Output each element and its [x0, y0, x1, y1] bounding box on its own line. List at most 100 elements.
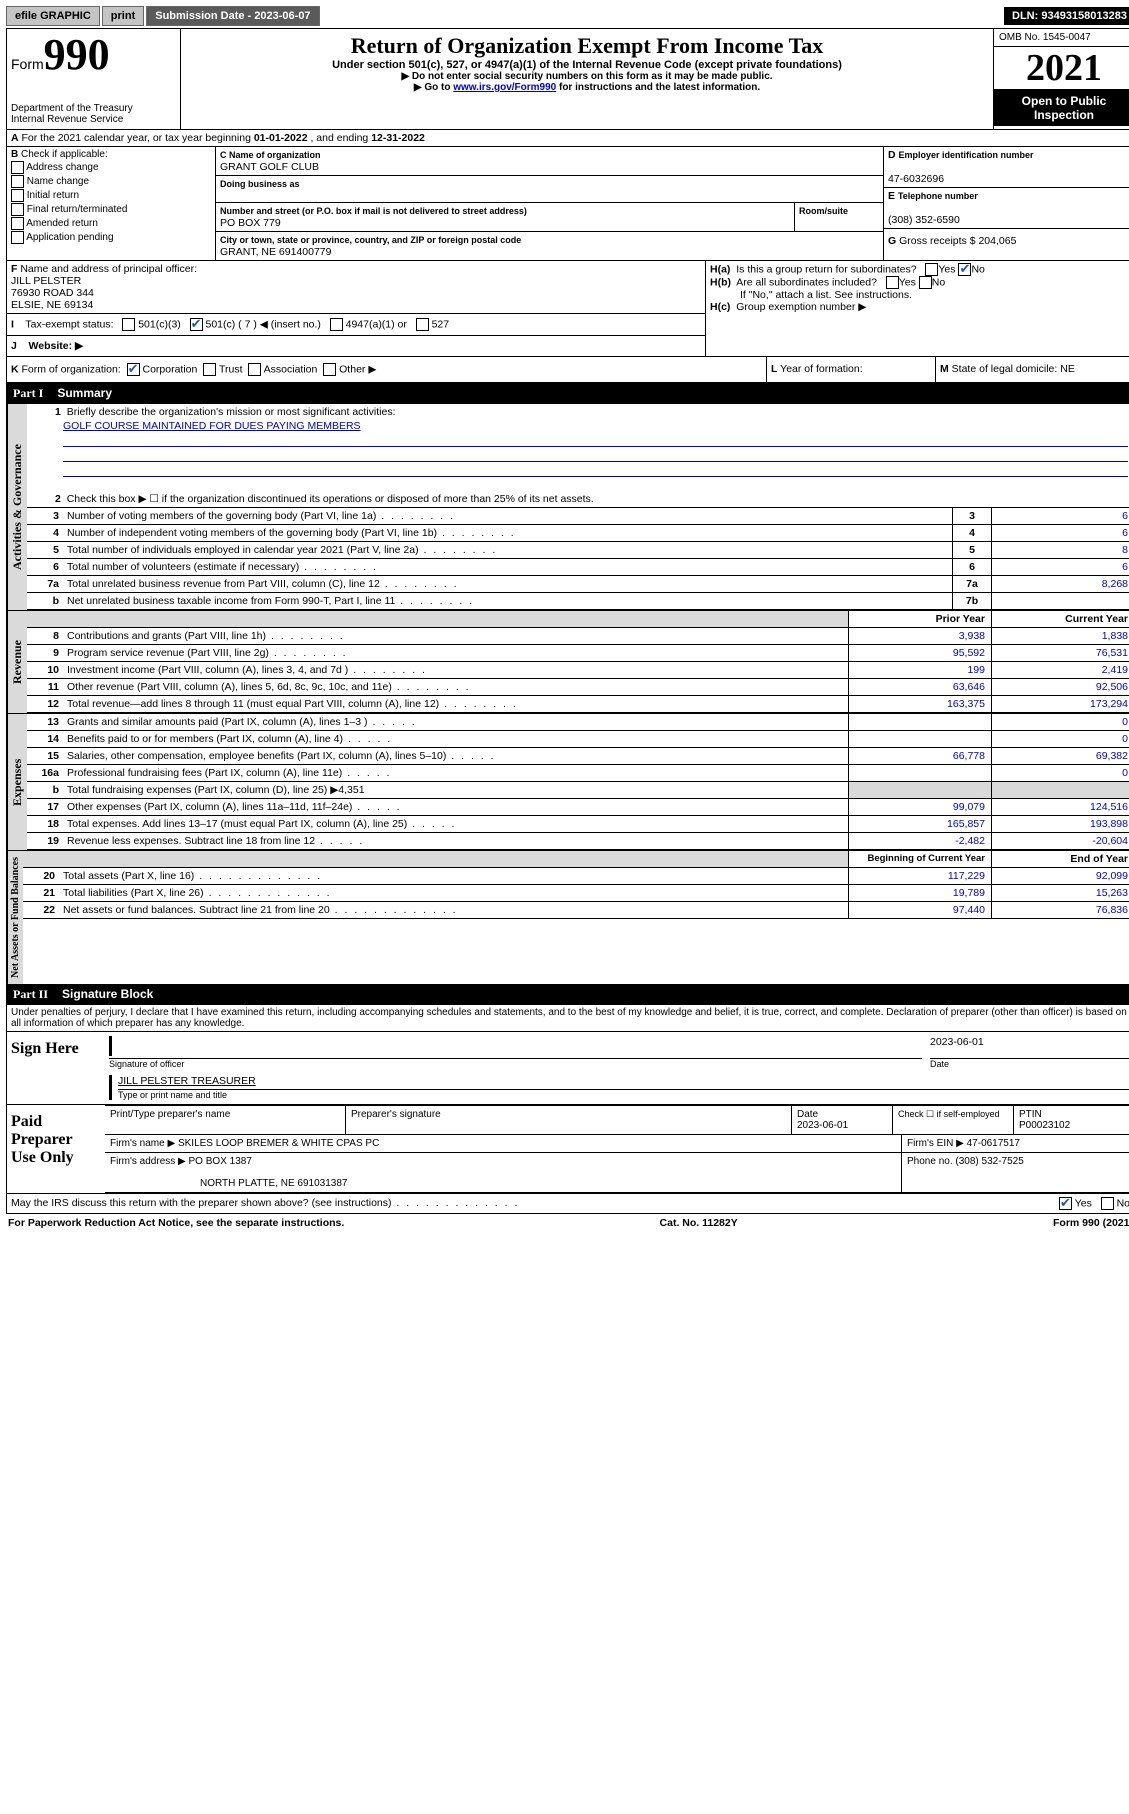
vtab-expenses: Expenses [7, 714, 27, 850]
paid-preparer-block: Paid Preparer Use Only Print/Type prepar… [7, 1105, 1129, 1193]
paid-date: 2023-06-01 [797, 1120, 848, 1131]
top-toolbar: efile GRAPHIC print Submission Date - 20… [6, 6, 1129, 26]
dept-label: Department of the Treasury [11, 103, 176, 114]
check-amended-return[interactable] [11, 217, 24, 230]
goto-pre: ▶ Go to [414, 82, 453, 93]
i-label: Tax-exempt status: [25, 318, 113, 330]
firm-addr2: NORTH PLATTE, NE 691031387 [110, 1178, 347, 1189]
check-name-change[interactable] [11, 175, 24, 188]
mission-line3 [63, 464, 1128, 477]
table-row: 22Net assets or fund balances. Subtract … [23, 902, 1129, 919]
opt-other: Other ▶ [339, 363, 376, 375]
check-corporation[interactable] [127, 363, 140, 376]
check-501c[interactable] [190, 318, 203, 331]
section-deg: D Employer identification number 47-6032… [884, 147, 1129, 260]
firm-addr1: PO BOX 1387 [189, 1156, 252, 1167]
yes-text2: Yes [899, 276, 916, 288]
table-row: 4Number of independent voting members of… [27, 525, 1129, 542]
table-row: 13Grants and similar amounts paid (Part … [27, 714, 1129, 731]
firm-ein-l: Firm's EIN ▶ [907, 1138, 964, 1149]
check-trust[interactable] [203, 363, 216, 376]
e-label: Telephone number [898, 191, 978, 201]
city-label: City or town, state or province, country… [220, 235, 521, 245]
no-text: No [971, 263, 984, 275]
table-row: 20Total assets (Part X, line 16)117,2299… [23, 868, 1129, 885]
dba-label: Doing business as [220, 179, 300, 189]
mission-text[interactable]: GOLF COURSE MAINTAINED FOR DUES PAYING M… [63, 420, 361, 432]
part1-title: Summary [57, 386, 112, 401]
goto-link[interactable]: www.irs.gov/Form990 [453, 82, 556, 93]
section-b: B Check if applicable: Address change Na… [7, 147, 216, 260]
check-association[interactable] [248, 363, 261, 376]
table-row: 3Number of voting members of the governi… [27, 508, 1129, 525]
section-klm: K Form of organization: Corporation Trus… [7, 357, 1129, 383]
no-text3: No [1117, 1197, 1129, 1209]
check-initial-return[interactable] [11, 189, 24, 202]
may-irs-text: May the IRS discuss this return with the… [11, 1197, 519, 1210]
ha-label: Is this a group return for subordinates? [736, 263, 916, 275]
table-row: 7aTotal unrelated business revenue from … [27, 576, 1129, 593]
part1-header: Part I Summary [7, 383, 1129, 404]
officer-name: JILL PELSTER [11, 275, 81, 287]
vtab-governance: Activities & Governance [7, 404, 27, 610]
section-bcdefg: B Check if applicable: Address change Na… [7, 147, 1129, 261]
check-4947[interactable] [330, 318, 343, 331]
table-row: 9Program service revenue (Part VIII, lin… [27, 645, 1129, 662]
submission-label: Submission Date - [155, 10, 254, 22]
hb-yes[interactable] [886, 276, 899, 289]
officer-addr2: ELSIE, NE 69134 [11, 299, 93, 311]
hb-no[interactable] [919, 276, 932, 289]
print-button[interactable]: print [102, 6, 144, 26]
mission-line1 [63, 434, 1128, 447]
table-row: 5Total number of individuals employed in… [27, 542, 1129, 559]
city-value: GRANT, NE 691400779 [220, 246, 331, 258]
check-final-return[interactable] [11, 203, 24, 216]
table-row: bNet unrelated business taxable income f… [27, 593, 1129, 610]
efile-button[interactable]: efile GRAPHIC [6, 6, 100, 26]
a-begin: 01-01-2022 [254, 132, 308, 144]
opt-address-change: Address change [26, 162, 98, 173]
form-word: Form [11, 56, 44, 72]
section-fhij: F Name and address of principal officer:… [7, 261, 1129, 357]
ha-no[interactable] [958, 263, 971, 276]
line-16b: b Total fundraising expenses (Part IX, c… [27, 782, 1129, 799]
check-527[interactable] [416, 318, 429, 331]
goto-line: ▶ Go to www.irs.gov/Form990 for instruct… [185, 82, 989, 93]
part1-tag: Part I [13, 386, 43, 401]
penalty-text: Under penalties of perjury, I declare th… [7, 1005, 1129, 1031]
opt-final-return: Final return/terminated [27, 204, 128, 215]
s2-text: Check this box ▶ ☐ if the organization d… [67, 493, 594, 505]
check-address-change[interactable] [11, 161, 24, 174]
mayirs-yes[interactable] [1059, 1197, 1072, 1210]
officer-name-title: JILL PELSTER TREASURER [118, 1075, 256, 1087]
header-left: Form990 Department of the Treasury Inter… [7, 29, 181, 129]
sig-date-value: 2023-06-01 [930, 1036, 1129, 1056]
ha-yes[interactable] [925, 263, 938, 276]
check-other[interactable] [323, 363, 336, 376]
sign-here-label: Sign Here [7, 1032, 105, 1104]
c-name-label: Name of organization [229, 150, 321, 160]
firm-ein: 47-0617517 [967, 1138, 1020, 1149]
table-row: 12Total revenue—add lines 8 through 11 (… [27, 696, 1129, 713]
dln-prefix: DLN: [1012, 10, 1041, 22]
col-end: End of Year [991, 851, 1129, 867]
check-application-pending[interactable] [11, 231, 24, 244]
form-subtitle: Under section 501(c), 527, or 4947(a)(1)… [185, 59, 989, 71]
check-501c3[interactable] [122, 318, 135, 331]
firm-addr-l: Firm's address ▶ [110, 1156, 186, 1167]
val-16b-c [991, 782, 1129, 798]
part2-title: Signature Block [62, 987, 153, 1002]
mayirs-no[interactable] [1101, 1197, 1114, 1210]
mission-line2 [63, 449, 1128, 462]
a-end: 12-31-2022 [371, 132, 425, 144]
revenue-headers: Prior Year Current Year [27, 611, 1129, 628]
hb-label: Are all subordinates included? [736, 276, 877, 288]
submission-date-button[interactable]: Submission Date - 2023-06-07 [146, 6, 319, 26]
table-row: 19Revenue less expenses. Subtract line 1… [27, 833, 1129, 850]
form-title: Return of Organization Exempt From Incom… [185, 33, 989, 59]
ssn-notice: ▶ Do not enter social security numbers o… [185, 71, 989, 82]
sig-officer-label: Signature of officer [109, 1058, 922, 1069]
l-label: Year of formation: [780, 363, 863, 375]
omb-number: OMB No. 1545-0047 [994, 29, 1129, 47]
street-label: Number and street (or P.O. box if mail i… [220, 206, 527, 216]
